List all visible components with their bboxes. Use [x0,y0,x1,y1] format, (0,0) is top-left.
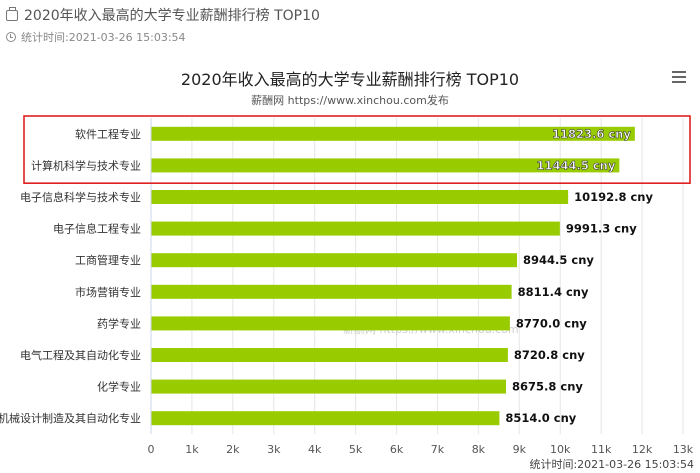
bar [151,284,512,299]
data-label: 8811.4 cny [518,285,589,299]
bar [151,221,560,236]
stat-time: 统计时间:2021-03-26 15:03:54 [6,29,186,45]
x-tick-label: 1k [185,443,199,456]
data-label: 11444.5 cny [536,158,615,172]
x-tick-label: 0 [148,443,155,456]
category-label: 工商管理专业 [75,253,141,267]
category-label: 机械设计制造及其自动化专业 [0,411,141,425]
category-label: 软件工程专业 [75,127,141,141]
footer-time: 统计时间:2021-03-26 15:03:54 [529,458,694,471]
menu-icon[interactable] [672,71,686,84]
stat-time-text: 统计时间:2021-03-26 15:03:54 [21,31,186,44]
x-tick-label: 8k [472,443,486,456]
bar [151,253,518,268]
x-tick-label: 4k [308,443,322,456]
category-label: 药学专业 [97,316,141,330]
x-tick-label: 13k [673,443,694,456]
category-label: 化学专业 [97,380,141,394]
x-tick-label: 7k [431,443,445,456]
category-label: 电子信息科学与技术专业 [20,190,141,204]
x-tick-label: 2k [226,443,240,456]
category-label: 计算机科学与技术专业 [31,158,141,172]
data-label: 8944.5 cny [523,253,594,267]
calendar-icon [6,6,18,21]
data-label: 8720.8 cny [514,348,585,362]
bar [151,411,500,426]
bar [151,316,510,331]
bar [151,126,635,141]
chart-title: 2020年收入最高的大学专业薪酬排行榜 TOP10 [180,70,520,89]
data-label: 8514.0 cny [505,411,576,425]
x-tick-label: 12k [632,443,653,456]
data-label: 8675.8 cny [512,380,583,394]
category-label: 市场营销专业 [75,285,141,299]
x-tick-label: 5k [349,443,363,456]
chart-subtitle: 薪酬网 https://www.xinchou.com发布 [251,94,449,107]
data-label: 9991.3 cny [566,222,637,236]
bar [151,190,569,204]
x-tick-label: 9k [513,443,527,456]
x-tick-label: 10k [550,443,571,456]
category-label: 电气工程及其自动化专业 [20,348,141,362]
page-title: 2020年收入最高的大学专业薪酬排行榜 TOP10 [6,5,320,25]
data-label: 8770.0 cny [516,316,587,330]
data-label: 11823.6 cny [552,127,631,141]
bar [151,158,620,173]
page-title-text: 2020年收入最高的大学专业薪酬排行榜 TOP10 [24,8,320,24]
data-label: 10192.8 cny [574,190,653,204]
highlight-box [23,115,691,184]
bar [151,379,507,394]
x-tick-label: 11k [591,443,612,456]
x-tick-label: 3k [267,443,281,456]
category-label: 电子信息工程专业 [53,222,141,236]
x-tick-label: 6k [390,443,404,456]
clock-icon [6,32,16,42]
bar [151,348,508,362]
